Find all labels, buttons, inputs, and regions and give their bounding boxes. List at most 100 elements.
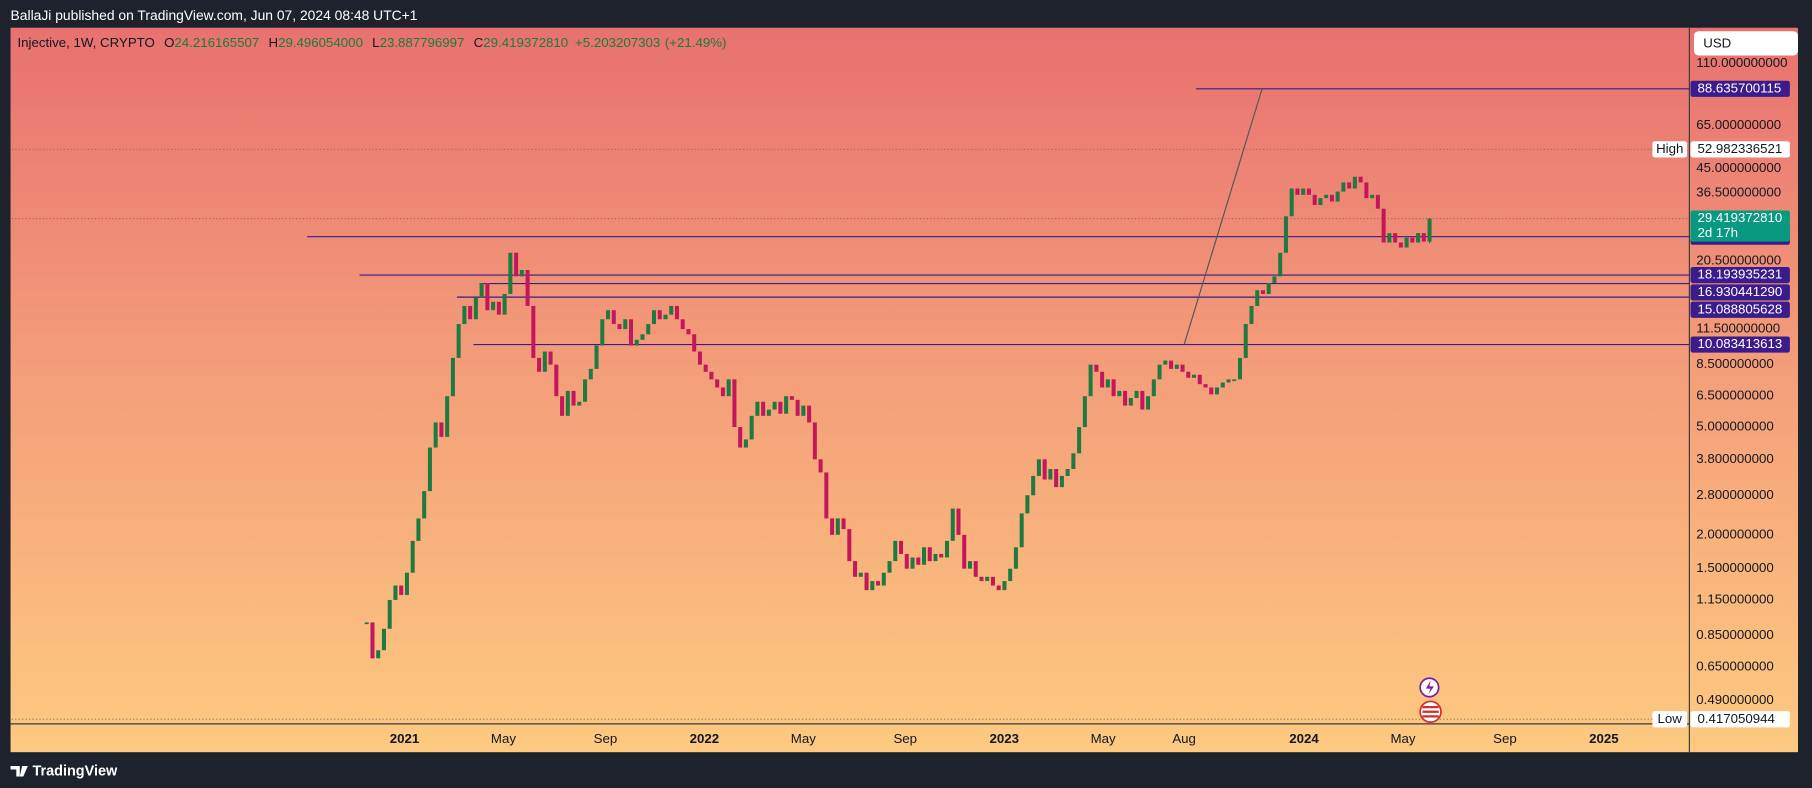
candle — [1260, 290, 1265, 294]
candle — [1169, 360, 1174, 369]
candle — [1192, 374, 1197, 378]
x-tick-label: 2024 — [1289, 731, 1319, 746]
candle — [1077, 427, 1082, 454]
candle — [1123, 390, 1128, 406]
candle — [686, 329, 691, 335]
candle — [876, 581, 881, 586]
currency-button[interactable] — [1694, 31, 1798, 56]
y-tick-label: 0.850000000 — [1696, 627, 1773, 642]
candle — [1393, 233, 1398, 243]
candle — [720, 387, 725, 397]
legend-item: (+21.49%) — [665, 34, 727, 49]
candle — [531, 305, 536, 358]
candle — [697, 351, 702, 365]
candle — [1295, 188, 1300, 195]
candle — [427, 447, 432, 492]
candle — [456, 324, 461, 358]
candle — [1094, 364, 1099, 372]
y-tick-label: 65.000000000 — [1696, 117, 1781, 132]
candle — [1324, 194, 1329, 199]
candle — [514, 252, 519, 277]
candle — [634, 339, 639, 346]
candle — [1174, 364, 1179, 369]
candle — [1215, 387, 1220, 395]
legend-item: H — [269, 34, 279, 49]
legend-item: 23.887796997 — [380, 34, 465, 49]
candle — [577, 401, 582, 406]
candle — [623, 319, 628, 330]
candle — [537, 357, 542, 372]
y-tick-label: 45.000000000 — [1696, 160, 1781, 175]
candle — [1381, 208, 1386, 243]
candle — [588, 368, 593, 380]
candle — [560, 396, 565, 416]
candle — [1266, 283, 1271, 294]
x-tick-label: 2022 — [690, 731, 720, 746]
tag-label: High — [1656, 141, 1683, 156]
candle — [732, 379, 737, 428]
candle — [807, 405, 812, 423]
candle — [445, 396, 450, 437]
flag-stripe — [1422, 705, 1439, 709]
y-tick-label: 2.000000000 — [1696, 526, 1773, 541]
currency[interactable]: USD — [1703, 35, 1731, 50]
candle — [600, 319, 605, 346]
y-tick-label: 8.500000000 — [1696, 356, 1773, 371]
candle — [703, 364, 708, 372]
candle — [381, 628, 386, 651]
price-label: 0.417050944 — [1697, 711, 1774, 726]
event-icon-glyph — [1425, 680, 1435, 695]
candle — [404, 572, 409, 595]
y-tick-label: 0.650000000 — [1696, 659, 1773, 674]
legend-item: 29.419372810 — [483, 34, 568, 49]
x-tick-label: Aug — [1172, 731, 1196, 746]
x-tick-label: 2025 — [1589, 731, 1619, 746]
candle — [715, 379, 720, 388]
candle — [473, 297, 478, 320]
candle — [617, 324, 622, 330]
candle — [939, 553, 944, 558]
candle — [1427, 218, 1432, 242]
candle — [1105, 379, 1110, 388]
last-price-label: 29.419372810 — [1697, 210, 1782, 225]
candle — [640, 334, 645, 340]
candle — [933, 553, 938, 562]
candle — [1111, 379, 1116, 397]
candle — [916, 557, 921, 565]
y-tick-label: 1.150000000 — [1696, 591, 1773, 606]
candle — [1249, 305, 1254, 325]
candle — [962, 534, 967, 569]
marks — [11, 88, 1690, 720]
candle — [680, 319, 685, 330]
legend-item: +5.203207303 — [575, 34, 660, 49]
candle — [1278, 252, 1283, 277]
trend-line — [1183, 88, 1263, 345]
candle — [1370, 194, 1375, 199]
candle — [1387, 233, 1392, 243]
candle — [778, 401, 783, 414]
candle — [439, 422, 444, 437]
candle — [1100, 371, 1105, 388]
candle — [766, 409, 771, 416]
candle — [525, 270, 530, 306]
tag-box — [1652, 711, 1688, 728]
candle — [973, 561, 978, 577]
price-label-box — [1690, 301, 1790, 318]
candle — [1203, 384, 1208, 388]
candle — [422, 491, 427, 519]
candle — [1272, 276, 1277, 284]
brand: TradingView — [32, 764, 118, 780]
price-label: 18.193935231 — [1697, 267, 1782, 282]
candle — [1283, 216, 1288, 253]
y-tick-label: 3.800000000 — [1696, 451, 1773, 466]
candle — [1375, 194, 1380, 209]
candle — [847, 529, 852, 562]
candle — [1329, 194, 1334, 202]
legend: Injective, 1W, CRYPTO O24.216165507 H29.49… — [17, 34, 726, 49]
candle — [921, 547, 927, 565]
candle — [1146, 396, 1151, 410]
flag-stripe — [1422, 715, 1439, 718]
candle — [904, 553, 909, 569]
candle — [709, 371, 714, 380]
